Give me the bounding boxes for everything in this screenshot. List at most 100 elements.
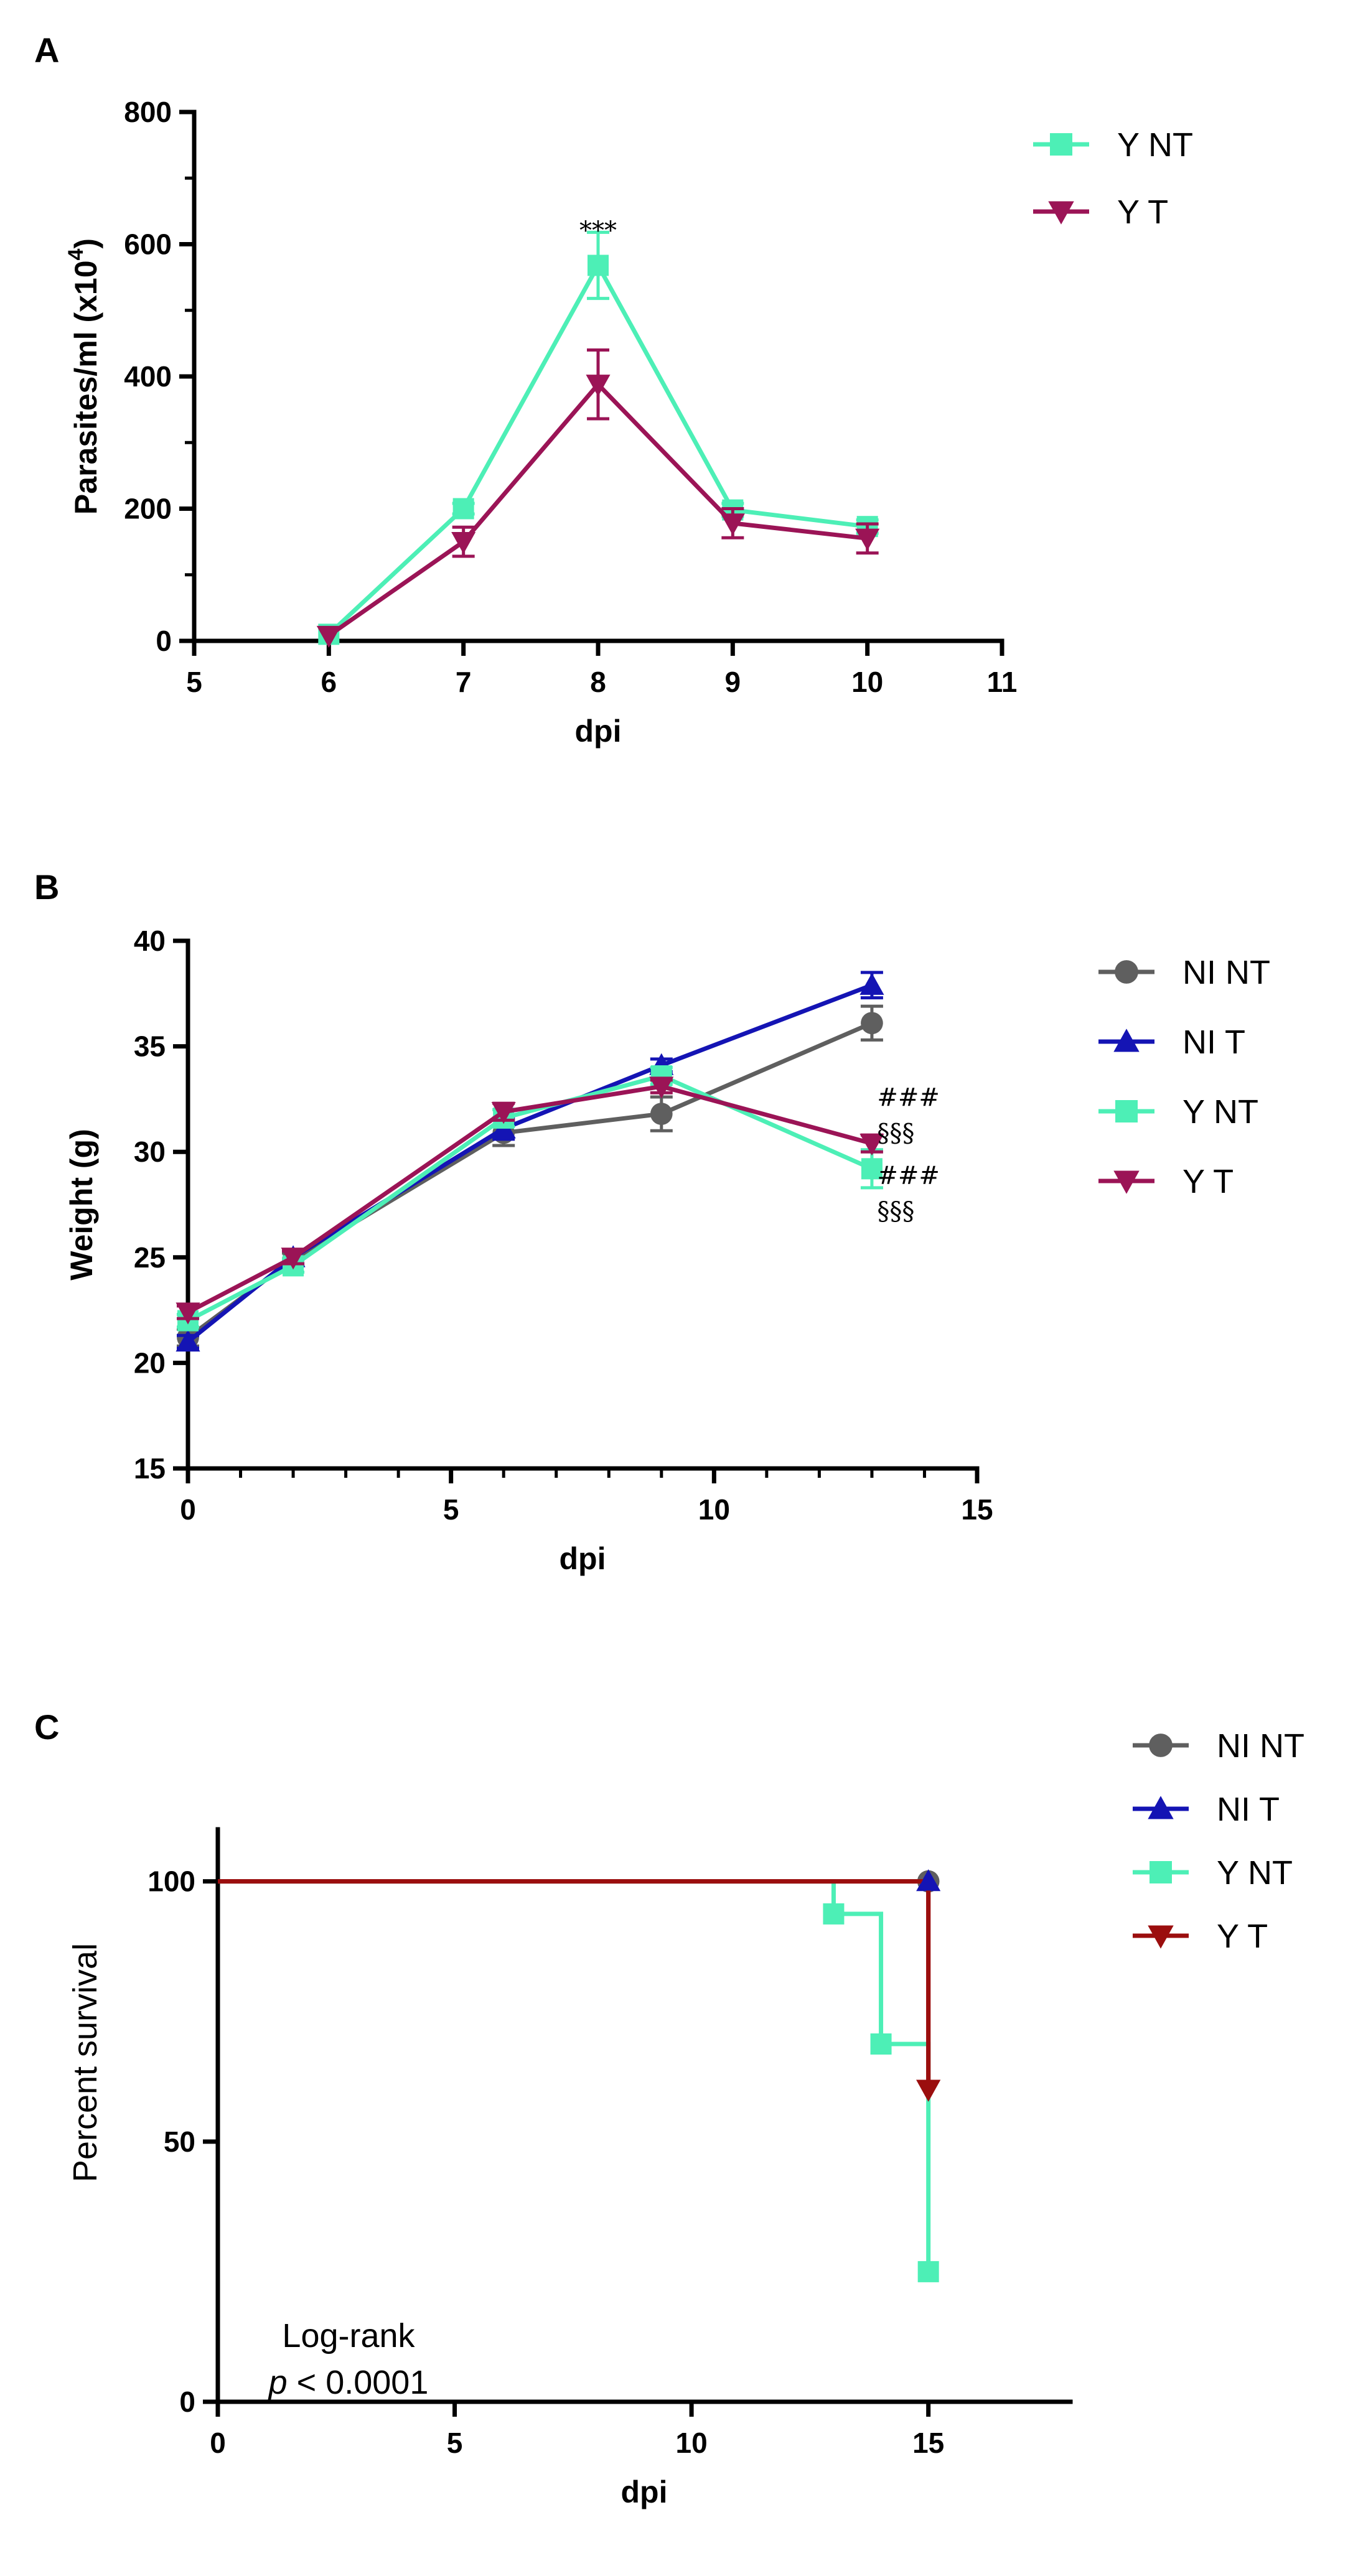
y-tick-label: 35 xyxy=(134,1030,166,1063)
data-point-triangle-up-marker xyxy=(917,1870,940,1891)
x-tick-label: 7 xyxy=(456,666,472,698)
x-tick-label: 5 xyxy=(443,1493,459,1526)
x-tick-label: 0 xyxy=(210,2427,226,2459)
y-axis-title-text: Parasites/ml (x10 xyxy=(68,260,103,515)
significance-annotation: *** xyxy=(579,217,617,245)
series-y-nt xyxy=(177,1065,883,1332)
legend-label: Y NT xyxy=(1217,1854,1293,1892)
legend-label: Y T xyxy=(1217,1918,1268,1955)
legend-item: Y NT xyxy=(1033,126,1193,164)
legend-label: NI NT xyxy=(1217,1727,1304,1765)
x-tick-label: 15 xyxy=(912,2427,944,2459)
x-tick-label: 5 xyxy=(447,2427,463,2459)
x-tick-label: 10 xyxy=(698,1493,730,1526)
x-tick-label: 10 xyxy=(851,666,883,698)
data-point-triangle-up-marker xyxy=(859,973,884,995)
x-tick-label: 15 xyxy=(961,1493,993,1526)
legend-triangle-down-marker xyxy=(1113,1170,1140,1194)
y-tick-label: 0 xyxy=(156,625,172,657)
legend-item: NI T xyxy=(1098,1024,1245,1061)
legend-triangle-down-marker xyxy=(1048,201,1074,225)
legend-item: Y NT xyxy=(1098,1093,1258,1131)
y-axis-title: Parasites/ml (x104) xyxy=(64,238,103,515)
panel-label: A xyxy=(34,30,59,70)
series-line xyxy=(327,382,868,638)
data-point-triangle-down-marker xyxy=(451,531,476,554)
significance-annotation: ### xyxy=(877,1162,940,1190)
x-axis-title: dpi xyxy=(560,1541,606,1576)
x-tick-label: 0 xyxy=(180,1493,196,1526)
y-tick-label: 20 xyxy=(134,1346,166,1379)
legend: NI NT NI T Y NT Y T xyxy=(1098,954,1270,1200)
y-axis-title-superscript: 4 xyxy=(64,248,88,260)
x-axis-title: dpi xyxy=(621,2475,668,2509)
legend-square-marker xyxy=(1115,1100,1138,1122)
legend-item: Y T xyxy=(1098,1163,1234,1200)
x-tick-label: 10 xyxy=(676,2427,708,2459)
x-tick-label: 8 xyxy=(590,666,606,698)
y-tick-label: 400 xyxy=(124,360,172,393)
data-point-square-marker xyxy=(588,254,609,276)
p-symbol: p xyxy=(268,2364,288,2401)
legend: NI NT NI T Y NT Y T xyxy=(1133,1727,1304,1955)
legend-label: Y T xyxy=(1117,194,1168,231)
y-axis-title: Weight (g) xyxy=(64,1129,99,1280)
panel-label: C xyxy=(34,1707,59,1747)
significance-annotation: §§§ xyxy=(877,1197,914,1226)
data-point-triangle-down-marker xyxy=(855,528,880,551)
stat-p-value: p < 0.0001 xyxy=(268,2364,429,2401)
series-y-t-overlay xyxy=(218,1870,941,2102)
y-axis-title-end: ) xyxy=(68,238,103,249)
series-ni-t xyxy=(176,971,884,1352)
legend-label: Y NT xyxy=(1182,1093,1258,1131)
data-point-square-marker xyxy=(870,2033,892,2055)
survival-step-line xyxy=(218,1879,931,2090)
x-tick-label: 6 xyxy=(321,666,337,698)
legend-item: NI T xyxy=(1133,1791,1280,1828)
legend-label: NI T xyxy=(1182,1024,1245,1061)
legend-item: Y NT xyxy=(1133,1854,1293,1892)
series-ni-nt xyxy=(177,1004,883,1349)
panel-label: B xyxy=(34,867,59,907)
data-point-triangle-down-marker xyxy=(316,625,341,648)
y-tick-label: 30 xyxy=(134,1136,166,1168)
data-point-triangle-down-marker xyxy=(586,375,611,397)
legend-circle-marker xyxy=(1115,960,1138,984)
data-point-triangle-down-marker xyxy=(859,1133,884,1156)
y-tick-label: 600 xyxy=(124,228,172,261)
legend-item: NI NT xyxy=(1133,1727,1304,1765)
data-point-circle-marker xyxy=(861,1012,883,1035)
legend-item: Y T xyxy=(1133,1918,1268,1955)
legend-triangle-up-marker xyxy=(1113,1029,1140,1052)
legend-triangle-up-marker xyxy=(1148,1796,1174,1819)
data-point-square-marker xyxy=(861,1158,883,1180)
panel-a: A 5 6 7 8 9 10 11 0 200 400 600 800 dpi Parasites/ml (… xyxy=(34,30,1193,749)
y-tick-label: 15 xyxy=(134,1452,166,1485)
stat-test-label: Log-rank xyxy=(282,2317,415,2354)
data-point-triangle-down-marker xyxy=(281,1248,306,1270)
y-tick-label: 50 xyxy=(164,2126,195,2158)
data-point-triangle-down-marker xyxy=(916,2079,941,2102)
data-point-square-marker xyxy=(452,498,474,520)
data-point-square-marker xyxy=(917,2261,939,2282)
panel-c: C 0 5 10 15 0 50 100 dpi Percent survival Log-rank… xyxy=(34,1707,1304,2509)
legend-label: NI NT xyxy=(1182,954,1270,991)
data-point-triangle-up-marker xyxy=(176,1329,200,1352)
x-axis-title: dpi xyxy=(575,714,622,749)
y-tick-label: 25 xyxy=(134,1241,166,1274)
y-axis-title: Percent survival xyxy=(67,1943,104,2182)
y-tick-label: 200 xyxy=(124,493,172,525)
panel-b: B 0 5 10 15 15 20 25 30 35 40 dpi Weight (g) ### §§§ ##… xyxy=(34,867,1270,1576)
data-point-triangle-down-marker xyxy=(720,513,745,536)
survival-step-line xyxy=(218,1879,931,2090)
series-y-t xyxy=(316,348,880,648)
legend-label: NI T xyxy=(1217,1791,1280,1828)
significance-annotation: §§§ xyxy=(877,1119,914,1148)
series-line xyxy=(187,1073,873,1323)
series-y-t xyxy=(176,1076,884,1325)
data-point-square-marker xyxy=(823,1903,845,1925)
legend-square-marker xyxy=(1050,133,1072,156)
data-point-triangle-down-marker xyxy=(491,1102,516,1124)
series-y-nt xyxy=(218,1879,939,2282)
